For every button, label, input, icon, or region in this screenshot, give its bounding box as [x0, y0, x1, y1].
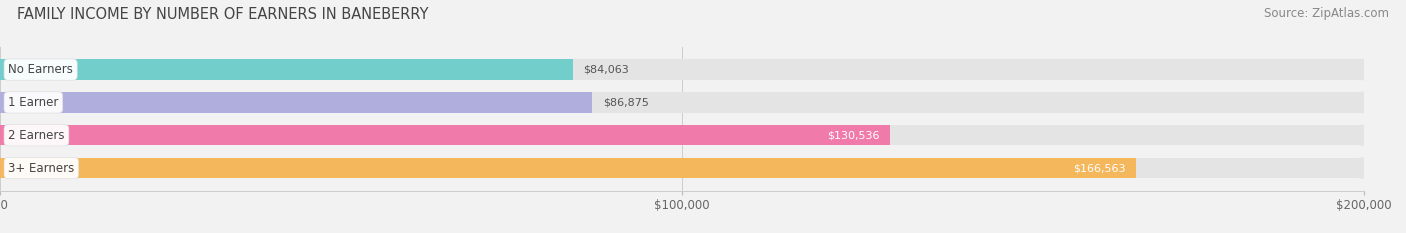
Text: $84,063: $84,063	[583, 65, 630, 75]
Bar	[0, 92, 592, 113]
Text: No Earners: No Earners	[8, 63, 73, 76]
Text: 1 Earner: 1 Earner	[8, 96, 59, 109]
Ellipse shape	[1354, 125, 1374, 145]
Text: $130,536: $130,536	[827, 130, 880, 140]
Bar	[0, 59, 1364, 80]
Bar	[0, 92, 1364, 113]
Bar	[0, 125, 1364, 145]
Text: 3+ Earners: 3+ Earners	[8, 161, 75, 175]
Ellipse shape	[1354, 92, 1374, 113]
Ellipse shape	[1354, 158, 1374, 178]
Ellipse shape	[1354, 59, 1374, 80]
Text: 2 Earners: 2 Earners	[8, 129, 65, 142]
Text: FAMILY INCOME BY NUMBER OF EARNERS IN BANEBERRY: FAMILY INCOME BY NUMBER OF EARNERS IN BA…	[17, 7, 429, 22]
Bar	[0, 158, 1364, 178]
Bar	[0, 125, 890, 145]
Text: $86,875: $86,875	[603, 97, 648, 107]
Bar	[0, 59, 574, 80]
Text: $166,563: $166,563	[1073, 163, 1126, 173]
Text: Source: ZipAtlas.com: Source: ZipAtlas.com	[1264, 7, 1389, 20]
Bar	[0, 158, 1136, 178]
